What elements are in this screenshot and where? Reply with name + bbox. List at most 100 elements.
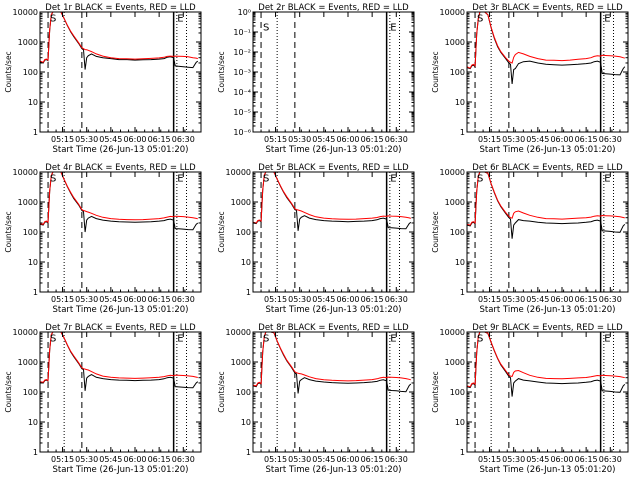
x-tick-label: 05:30: [502, 135, 525, 144]
y-tick-label: 1000: [445, 38, 465, 47]
y-tick-label: 1: [33, 288, 38, 297]
y-tick-label: 100: [23, 228, 38, 237]
x-tick-label: 06:15: [575, 135, 598, 144]
y-axis-label: Counts/sec: [217, 211, 226, 252]
y-tick-label: 1000: [445, 358, 465, 367]
panel-title: Det 6r BLACK = Events, RED = LLD: [472, 163, 623, 173]
y-tick-label: 10⁻³: [233, 68, 251, 77]
x-tick-label: 05:30: [288, 135, 311, 144]
x-tick-label: 06:00: [123, 135, 146, 144]
y-tick-label: 100: [450, 388, 465, 397]
y-tick-label: 1: [460, 288, 465, 297]
panel-title: Det 5r BLACK = Events, RED = LLD: [258, 163, 409, 173]
x-tick-label: 05:30: [288, 455, 311, 464]
panel-title: Det 7r BLACK = Events, RED = LLD: [45, 323, 196, 333]
y-axis-label: Counts/sec: [431, 371, 440, 412]
y-axis-label: Counts/sec: [4, 211, 13, 252]
x-tick-label: 05:30: [75, 455, 98, 464]
y-tick-label: 1000: [231, 358, 251, 367]
y-tick-label: 10: [455, 258, 465, 267]
x-tick-label: 06:15: [148, 455, 171, 464]
y-tick-label: 1: [246, 448, 251, 457]
x-tick-label: 06:30: [599, 135, 622, 144]
x-tick-label: 05:15: [51, 295, 74, 304]
marker-annotation: S: [477, 173, 483, 184]
y-tick-label: 1: [33, 128, 38, 137]
marker-annotation: S: [263, 22, 269, 33]
marker-annotation: S: [50, 13, 56, 24]
x-tick-label: 06:30: [172, 295, 195, 304]
y-tick-label: 10000: [226, 168, 251, 177]
x-tick-label: 05:15: [264, 135, 287, 144]
x-tick-label: 05:30: [75, 135, 98, 144]
x-tick-label: 05:15: [478, 295, 501, 304]
x-tick-label: 06:00: [336, 135, 359, 144]
x-tick-label: 05:45: [312, 295, 335, 304]
x-tick-label: 06:00: [550, 295, 573, 304]
marker-annotation: E: [177, 13, 183, 24]
panel-title: Det 1r BLACK = Events, RED = LLD: [45, 3, 196, 13]
x-axis-label: Start Time (26-Jun-13 05:01:20): [480, 145, 616, 155]
x-tick-label: 06:15: [575, 455, 598, 464]
x-tick-label: 06:30: [172, 455, 195, 464]
x-tick-label: 06:15: [361, 455, 384, 464]
y-tick-label: 100: [23, 68, 38, 77]
x-tick-label: 06:15: [361, 295, 384, 304]
x-tick-label: 06:00: [550, 135, 573, 144]
lld-series-line: [253, 172, 411, 224]
x-tick-label: 06:15: [148, 135, 171, 144]
x-tick-label: 05:45: [526, 455, 549, 464]
y-tick-label: 1000: [18, 38, 38, 47]
y-tick-label: 1000: [18, 358, 38, 367]
marker-annotation: S: [50, 173, 56, 184]
y-tick-label: 10: [241, 418, 251, 427]
y-tick-label: 10: [28, 258, 38, 267]
x-tick-label: 06:00: [123, 455, 146, 464]
marker-annotation: S: [50, 333, 56, 344]
y-tick-label: 1: [460, 448, 465, 457]
y-tick-label: 10000: [440, 328, 465, 337]
y-tick-label: 10000: [13, 8, 38, 17]
x-axis-label: Start Time (26-Jun-13 05:01:20): [480, 305, 616, 315]
panel-title: Det 4r BLACK = Events, RED = LLD: [45, 163, 196, 173]
x-tick-label: 06:00: [336, 295, 359, 304]
y-tick-label: 100: [236, 228, 251, 237]
lld-series-line: [467, 172, 625, 226]
y-tick-label: 1000: [445, 198, 465, 207]
marker-annotation: S: [477, 333, 483, 344]
y-tick-label: 10: [28, 98, 38, 107]
x-tick-label: 05:45: [99, 295, 122, 304]
x-axis-label: Start Time (26-Jun-13 05:01:20): [266, 305, 402, 315]
panel-title: Det 3r BLACK = Events, RED = LLD: [472, 3, 623, 13]
y-tick-label: 10000: [13, 168, 38, 177]
lld-series-line: [40, 12, 198, 63]
x-tick-label: 06:30: [385, 455, 408, 464]
x-tick-label: 05:15: [51, 135, 74, 144]
panel-title: Det 9r BLACK = Events, RED = LLD: [472, 323, 623, 333]
x-tick-label: 06:30: [385, 135, 408, 144]
y-tick-label: 10000: [440, 8, 465, 17]
y-tick-label: 1: [460, 128, 465, 137]
y-tick-label: 1000: [231, 198, 251, 207]
y-tick-label: 1000: [18, 198, 38, 207]
marker-annotation: S: [477, 13, 483, 24]
y-tick-label: 10⁻²: [233, 48, 251, 57]
y-axis-label: Counts/sec: [217, 51, 226, 92]
y-tick-label: 10⁻⁵: [233, 108, 251, 117]
x-tick-label: 06:30: [385, 295, 408, 304]
x-tick-label: 05:45: [99, 135, 122, 144]
y-tick-label: 10⁻¹: [233, 28, 251, 37]
y-tick-label: 10000: [13, 328, 38, 337]
x-tick-label: 05:15: [264, 295, 287, 304]
x-tick-label: 05:15: [51, 455, 74, 464]
x-tick-label: 05:45: [312, 455, 335, 464]
x-tick-label: 05:30: [502, 295, 525, 304]
x-tick-label: 05:30: [288, 295, 311, 304]
marker-annotation: E: [604, 13, 610, 24]
x-tick-label: 05:15: [478, 455, 501, 464]
